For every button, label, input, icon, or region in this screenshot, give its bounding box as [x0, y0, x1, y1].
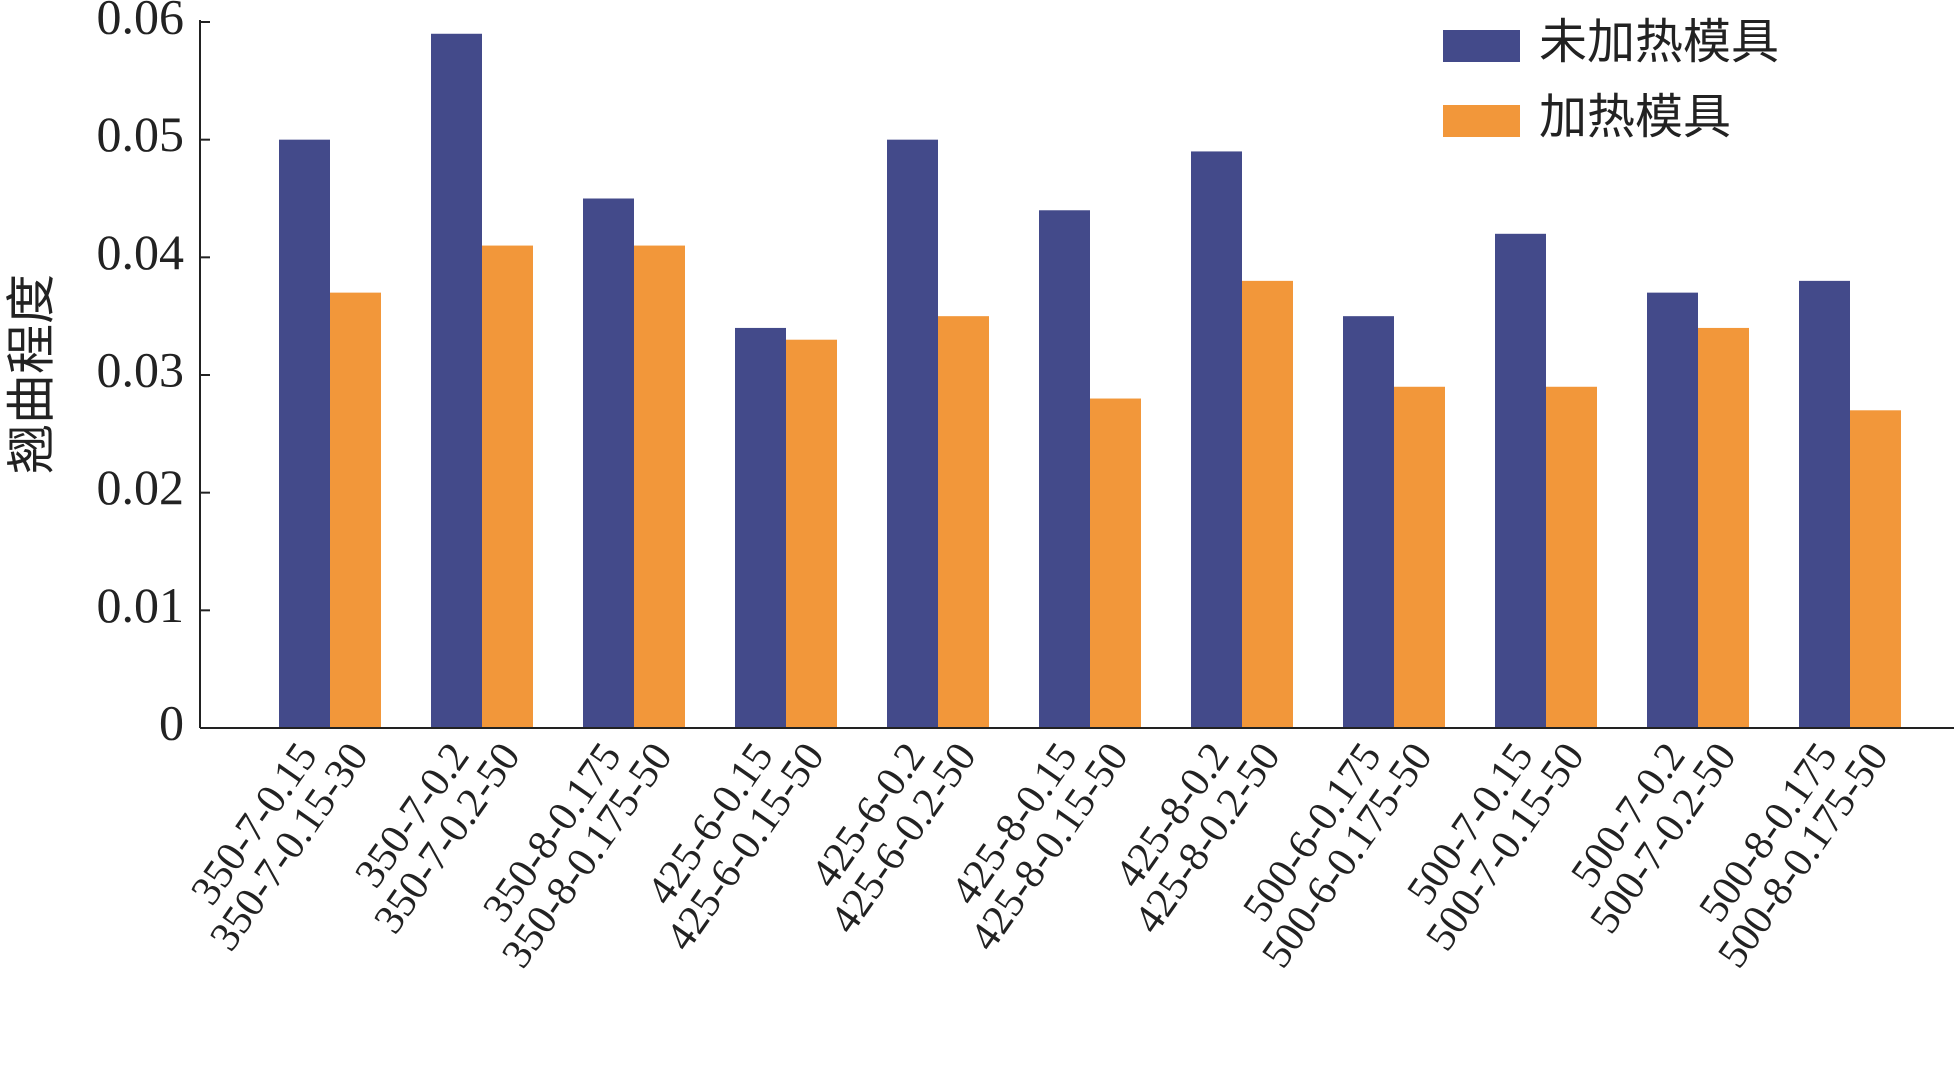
bar — [1394, 386, 1445, 728]
bar — [1546, 386, 1597, 728]
bar — [583, 198, 634, 728]
bar — [279, 139, 330, 728]
y-tick-label: 0.02 — [97, 459, 185, 515]
bar — [1191, 151, 1242, 728]
bar — [938, 316, 989, 728]
bar — [1799, 280, 1850, 728]
y-axis-title: 翘曲程度 — [3, 274, 59, 474]
bar — [735, 327, 786, 728]
bar — [1242, 280, 1293, 728]
y-tick-label: 0 — [159, 694, 184, 750]
bar — [482, 245, 533, 729]
bar — [634, 245, 685, 729]
legend-swatch — [1443, 30, 1520, 62]
bar — [330, 292, 381, 728]
bar — [431, 33, 482, 729]
y-tick-label: 0.06 — [97, 0, 185, 44]
legend-label: 未加热模具 — [1539, 16, 1779, 69]
y-tick-label: 0.05 — [97, 106, 185, 162]
bar — [786, 339, 837, 728]
bar — [887, 139, 938, 728]
bar — [1698, 327, 1749, 728]
legend-label: 加热模具 — [1539, 91, 1731, 144]
bar — [1343, 316, 1394, 728]
y-tick-label: 0.03 — [97, 341, 185, 397]
bar — [1850, 410, 1901, 728]
y-tick-label: 0.01 — [97, 577, 185, 633]
bar — [1039, 210, 1090, 728]
legend-swatch — [1443, 105, 1520, 137]
bar — [1090, 398, 1141, 728]
bar — [1647, 292, 1698, 728]
bar — [1495, 233, 1546, 729]
y-tick-label: 0.04 — [97, 224, 185, 280]
